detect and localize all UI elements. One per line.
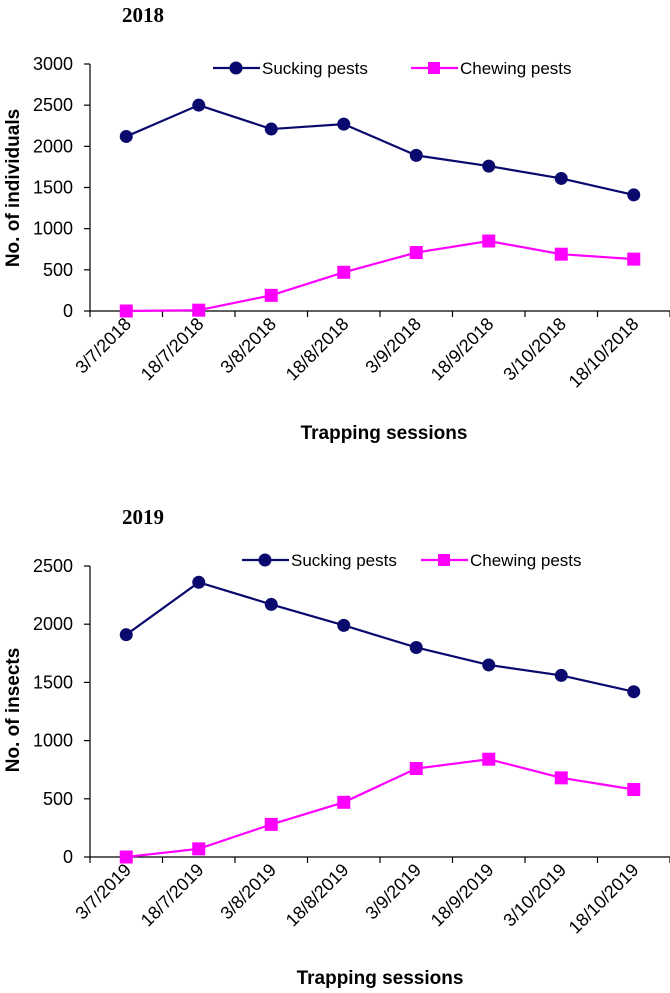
data-point-chewing	[192, 303, 206, 317]
chart-2019: 2019 Sucking pests Chewing pests 3/7/201…	[3, 505, 670, 989]
y-tick-labels: 0 500 1000 1500 2000 2500 3000	[33, 54, 73, 321]
data-point-chewing	[337, 795, 351, 809]
y-tick-label: 1000	[33, 219, 73, 239]
y-tick-label: 2000	[33, 136, 73, 156]
x-tick-label: 18/9/2018	[427, 314, 498, 385]
x-tick-label: 3/10/2019	[499, 860, 570, 931]
data-point-chewing	[409, 246, 423, 260]
y-tick-label: 1500	[33, 672, 73, 692]
data-point-sucking	[264, 122, 278, 136]
x-tick-label: 18/7/2019	[137, 860, 208, 931]
data-point-sucking	[627, 188, 641, 202]
legend: Sucking pests Chewing pests	[213, 59, 572, 78]
data-point-chewing	[409, 762, 423, 776]
x-tick-label: 18/10/2018	[565, 314, 643, 392]
x-tick-label: 18/9/2019	[427, 860, 498, 931]
series-line-chewing	[126, 758, 634, 859]
x-tick-label: 3/8/2019	[216, 860, 280, 924]
data-point-chewing	[554, 247, 568, 261]
x-tick-label: 18/8/2019	[282, 860, 353, 931]
data-point-chewing	[264, 288, 278, 302]
legend-sucking-marker	[229, 61, 243, 75]
x-tick-label: 18/7/2018	[137, 314, 208, 385]
axes	[84, 63, 670, 317]
data-point-sucking	[264, 597, 278, 611]
data-point-chewing	[119, 304, 133, 318]
legend-sucking-label: Sucking pests	[291, 551, 397, 570]
data-point-sucking	[409, 640, 423, 654]
chart-2018: 2018 Sucking pests Chewing pests 3/7/201…	[3, 3, 670, 444]
chart-title: 2019	[122, 505, 164, 529]
series-group	[119, 98, 641, 318]
legend-sucking-marker	[258, 553, 272, 567]
data-point-chewing	[627, 252, 641, 266]
legend-sucking-label: Sucking pests	[262, 59, 368, 78]
data-point-chewing	[627, 782, 641, 796]
x-tick-labels: 3/7/2019 18/7/2019 3/8/2019 18/8/2019 3/9/20…	[71, 860, 642, 938]
y-axis-title: No. of insects	[3, 648, 24, 773]
x-tick-label: 3/8/2018	[216, 314, 280, 378]
series-line-chewing	[126, 239, 634, 313]
axes	[84, 565, 670, 863]
data-point-sucking	[119, 129, 133, 143]
y-tick-label: 0	[63, 847, 73, 867]
data-point-sucking	[482, 159, 496, 173]
chart-title: 2018	[122, 3, 164, 27]
data-point-chewing	[119, 850, 133, 864]
y-tick-label: 2500	[33, 556, 73, 576]
y-tick-labels: 0 500 1000 1500 2000 2500	[33, 556, 73, 867]
x-tick-label: 3/7/2019	[71, 860, 135, 924]
legend-chewing-label: Chewing pests	[460, 59, 572, 78]
data-point-sucking	[192, 98, 206, 112]
y-tick-label: 1500	[33, 178, 73, 198]
legend-chewing-label: Chewing pests	[470, 551, 582, 570]
data-point-chewing	[482, 752, 496, 766]
x-axis-title: Trapping sessions	[297, 968, 464, 989]
legend: Sucking pests Chewing pests	[242, 551, 582, 570]
data-point-chewing	[264, 817, 278, 831]
legend-chewing-marker	[428, 62, 440, 74]
x-tick-label: 18/8/2018	[282, 314, 353, 385]
x-axis-title: Trapping sessions	[301, 423, 468, 444]
legend-chewing-marker	[438, 554, 450, 566]
x-tick-label: 3/9/2018	[361, 314, 425, 378]
y-axis-title: No. of individuals	[3, 109, 24, 267]
data-point-sucking	[337, 618, 351, 632]
x-tick-labels: 3/7/2018 18/7/2018 3/8/2018 18/8/2018 3/9/20…	[71, 314, 642, 392]
data-point-sucking	[554, 171, 568, 185]
y-tick-label: 500	[43, 789, 73, 809]
x-tick-label: 18/10/2019	[565, 860, 643, 938]
y-tick-label: 2000	[33, 614, 73, 634]
x-tick-label: 3/9/2019	[361, 860, 425, 924]
x-tick-label: 3/10/2018	[499, 314, 570, 385]
data-point-chewing	[192, 842, 206, 856]
data-point-sucking	[337, 117, 351, 131]
data-point-chewing	[337, 265, 351, 279]
y-tick-label: 1000	[33, 731, 73, 751]
y-tick-label: 0	[63, 301, 73, 321]
y-tick-label: 2500	[33, 95, 73, 115]
data-point-sucking	[119, 628, 133, 642]
series-line-sucking	[125, 581, 634, 693]
y-tick-label: 500	[43, 260, 73, 280]
data-point-chewing	[482, 234, 496, 248]
series-line-sucking	[125, 103, 634, 196]
data-point-chewing	[554, 771, 568, 785]
x-tick-label: 3/7/2018	[71, 314, 135, 378]
data-point-sucking	[627, 685, 641, 699]
data-point-sucking	[554, 668, 568, 682]
series-group	[119, 575, 641, 864]
data-point-sucking	[482, 658, 496, 672]
y-tick-label: 3000	[33, 54, 73, 74]
data-point-sucking	[192, 575, 206, 589]
data-point-sucking	[409, 148, 423, 162]
